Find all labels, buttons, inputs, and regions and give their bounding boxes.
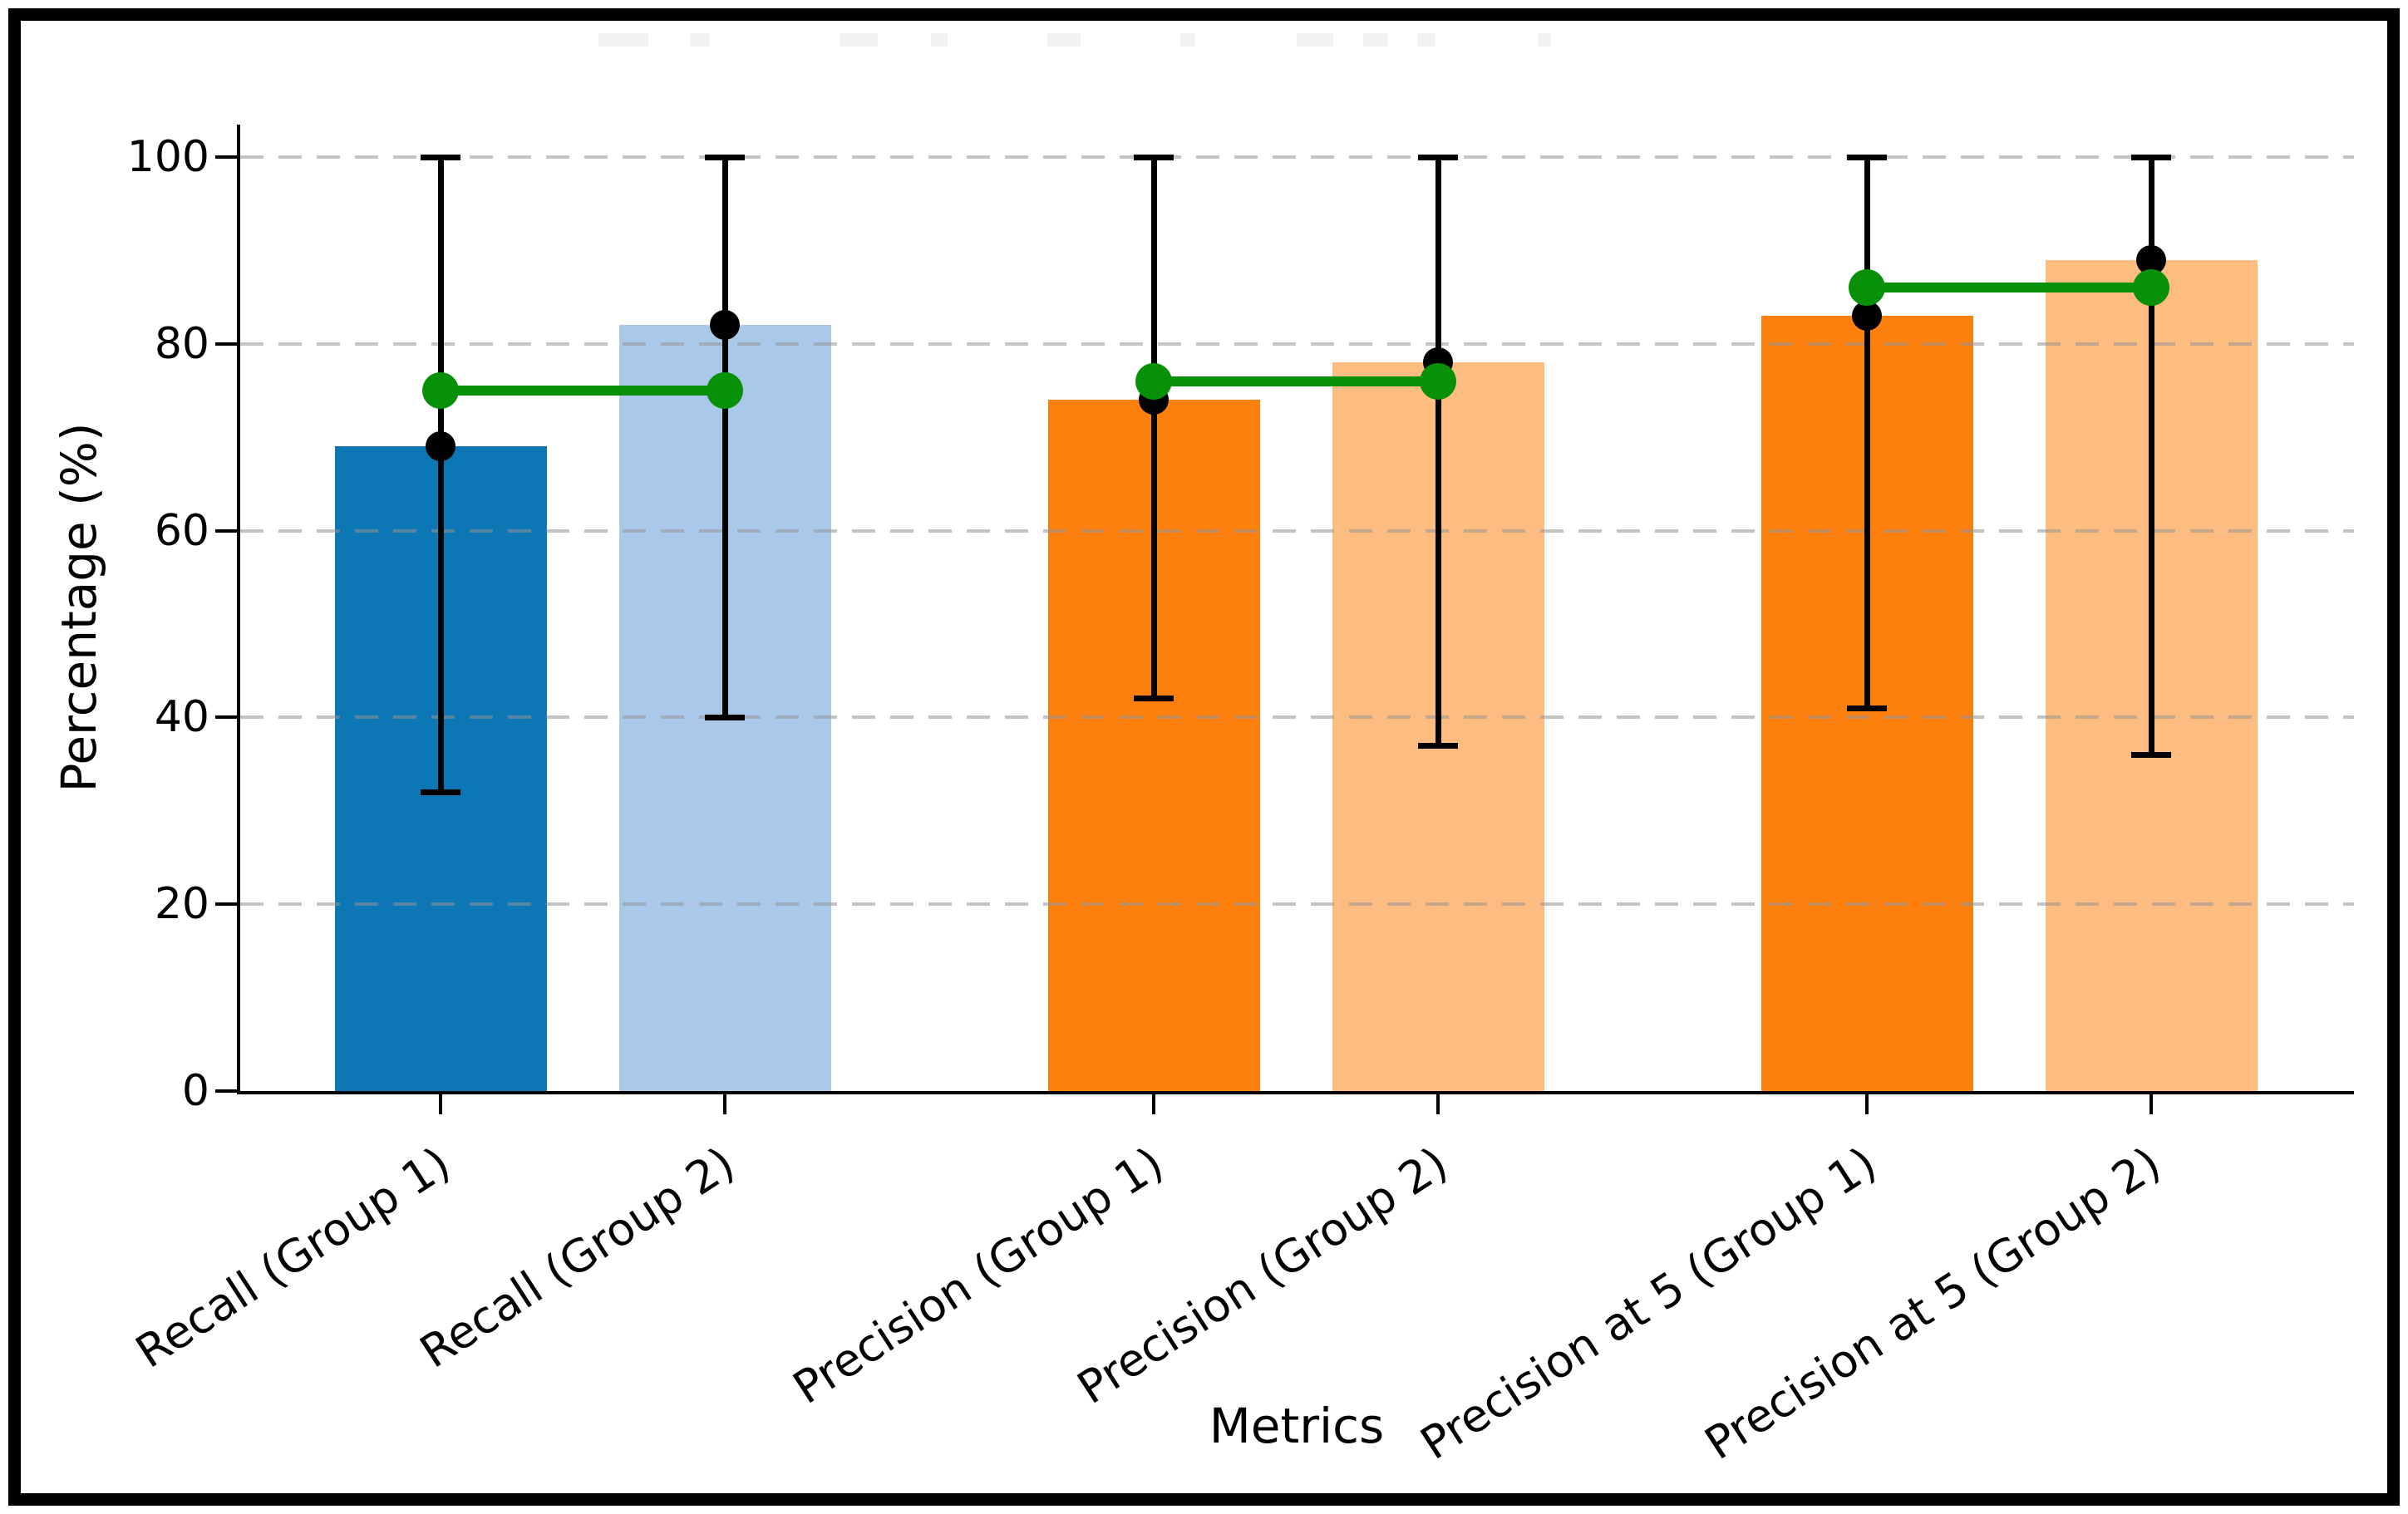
x-tick-label: Precision at 5 (Group 2) [1695, 1137, 2170, 1470]
connector-dot [422, 372, 459, 409]
error-bar-cap-top [1847, 154, 1887, 160]
connector-dot [1135, 362, 1172, 400]
redacted-title-mark [1363, 33, 1388, 47]
x-tick [1436, 1094, 1440, 1114]
error-bar [1864, 157, 1870, 709]
y-tick [215, 715, 237, 720]
y-tick [215, 528, 237, 533]
connector-dot [707, 372, 743, 409]
redacted-title-mark [1417, 33, 1435, 47]
y-tick-label: 80 [154, 318, 209, 369]
y-tick-label: 0 [181, 1066, 209, 1116]
connector-line [441, 386, 725, 396]
error-bar-cap-bottom [1418, 742, 1458, 749]
error-bar-cap-top [1418, 154, 1458, 160]
y-tick-label: 100 [126, 132, 209, 182]
x-axis-title: Metrics [1209, 1398, 1385, 1454]
y-tick [215, 1089, 237, 1093]
mean-dot [1852, 301, 1882, 332]
x-tick [439, 1094, 442, 1114]
gridline [240, 715, 2354, 720]
mean-dot [426, 431, 456, 462]
redacted-title-mark [1180, 33, 1195, 47]
error-bar-cap-bottom [421, 789, 460, 795]
y-tick [215, 902, 237, 907]
redacted-title-mark [1538, 33, 1551, 47]
error-bar-cap-top [421, 154, 460, 160]
x-tick [723, 1094, 726, 1114]
gridline [240, 342, 2354, 346]
x-tick [2149, 1094, 2153, 1114]
y-tick-label: 40 [154, 692, 209, 743]
plot-area [237, 125, 2354, 1094]
y-tick-label: 20 [154, 879, 209, 930]
redacted-title-mark [1047, 33, 1081, 47]
gridline [240, 528, 2354, 533]
error-bar-cap-top [1134, 154, 1174, 160]
connector-dot [2133, 269, 2169, 307]
error-bar-cap-top [2131, 154, 2171, 160]
error-bar-cap-bottom [705, 714, 745, 720]
error-bar-cap-bottom [1134, 696, 1174, 702]
error-bar-cap-bottom [2131, 751, 2171, 758]
redacted-title [582, 30, 1829, 52]
error-bar [721, 157, 728, 718]
error-bar [2148, 157, 2154, 755]
x-tick-label: Recall (Group 2) [411, 1137, 744, 1379]
error-bar [437, 157, 444, 793]
y-axis-spine [237, 125, 240, 1094]
error-bar-cap-top [705, 154, 745, 160]
error-bar-cap-bottom [1847, 705, 1887, 711]
error-bar [1150, 157, 1157, 699]
connector-dot [1849, 269, 1885, 307]
y-tick [215, 342, 237, 346]
redacted-title-mark [1297, 33, 1333, 47]
x-axis-spine [237, 1091, 2354, 1094]
connector-line [1867, 283, 2151, 293]
redacted-title-mark [931, 33, 948, 47]
x-tick-label: Recall (Group 1) [126, 1137, 460, 1379]
y-tick [215, 155, 237, 159]
connector-dot [1420, 362, 1456, 400]
x-tick-label: Precision at 5 (Group 1) [1411, 1137, 1886, 1470]
gridline [240, 155, 2354, 159]
redacted-title-mark [598, 33, 648, 47]
mean-dot [710, 310, 740, 341]
error-bar [1435, 157, 1441, 746]
x-tick [1152, 1094, 1155, 1114]
gridline [240, 902, 2354, 907]
redacted-title-mark [840, 33, 878, 47]
redacted-title-mark [690, 33, 710, 47]
connector-line [1154, 376, 1438, 386]
y-tick-label: 60 [154, 505, 209, 556]
x-tick [1865, 1094, 1869, 1114]
